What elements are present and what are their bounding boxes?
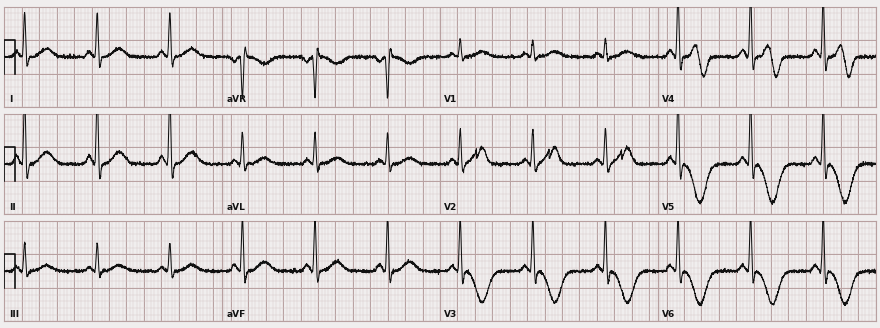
Text: V1: V1 xyxy=(444,95,458,104)
Text: V4: V4 xyxy=(662,95,676,104)
Text: aVR: aVR xyxy=(226,95,246,104)
Text: V2: V2 xyxy=(444,203,458,212)
Text: III: III xyxy=(9,310,18,319)
Text: aVL: aVL xyxy=(226,203,246,212)
Text: I: I xyxy=(9,95,12,104)
Text: aVF: aVF xyxy=(226,310,246,319)
Text: V3: V3 xyxy=(444,310,458,319)
Text: V6: V6 xyxy=(662,310,676,319)
Text: II: II xyxy=(9,203,16,212)
Text: V5: V5 xyxy=(662,203,676,212)
